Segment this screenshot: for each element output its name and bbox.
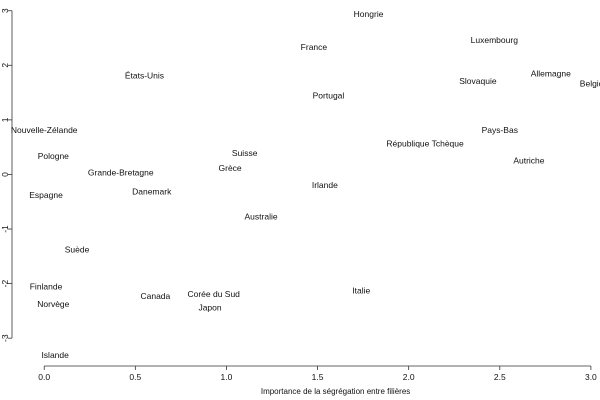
point-label: Danemark [132,187,172,197]
point-label: Italie [352,285,370,295]
y-tick-label: 1 [0,117,10,122]
x-tick-label: 0.5 [129,372,141,382]
point-label: Finlande [30,282,63,292]
y-tick-label: -3 [0,334,10,342]
point-label: Japon [198,302,221,312]
point-label: République Tchèque [386,139,464,149]
point-label: Luxembourg [471,35,519,45]
point-label: Islande [41,350,69,360]
y-tick-label: 3 [0,8,10,13]
point-label: Corée du Sud [187,289,240,299]
point-label: Slovaquie [459,76,497,86]
point-label: États-Unis [125,70,164,80]
y-tick-label: 0 [0,172,10,177]
y-axis: -3 -2 -1 0 1 2 3 [0,8,13,342]
point-label: Belgique [580,79,600,89]
y-tick-label: -2 [0,280,10,288]
point-label: Hongrie [354,9,384,19]
x-tick-label: 0.0 [38,372,50,382]
point-label: Grande-Bretagne [88,168,154,178]
point-label: Nouvelle-Zélande [11,125,78,135]
point-label: Portugal [313,91,345,101]
point-label: Irlande [312,180,338,190]
x-tick-label: 1.5 [312,372,324,382]
point-label: Pays-Bas [482,125,518,135]
point-label: Suisse [232,148,258,158]
data-points: Hongrie France Luxembourg Allemagne Belgique… [11,9,600,360]
point-label: Allemagne [531,68,571,78]
x-tick-label: 3.0 [585,372,597,382]
x-axis: 0.0 0.5 1.0 1.5 2.0 2.5 3.0 [38,365,597,382]
point-label: Norvège [37,299,69,309]
y-tick-label: 2 [0,63,10,68]
y-tick-label: -1 [0,225,10,233]
point-label: Espagne [29,190,63,200]
point-label: Australie [245,211,278,221]
point-label: Canada [140,291,170,301]
x-tick-label: 2.0 [403,372,415,382]
point-label: Autriche [513,156,544,166]
x-tick-label: 1.0 [221,372,233,382]
point-label: Pologne [38,151,69,161]
x-axis-label: Importance de la ségrégation entre filiè… [261,387,410,396]
x-tick-label: 2.5 [494,372,506,382]
point-label: France [301,42,328,52]
point-label: Grèce [219,163,242,173]
point-label: Suède [65,245,90,255]
